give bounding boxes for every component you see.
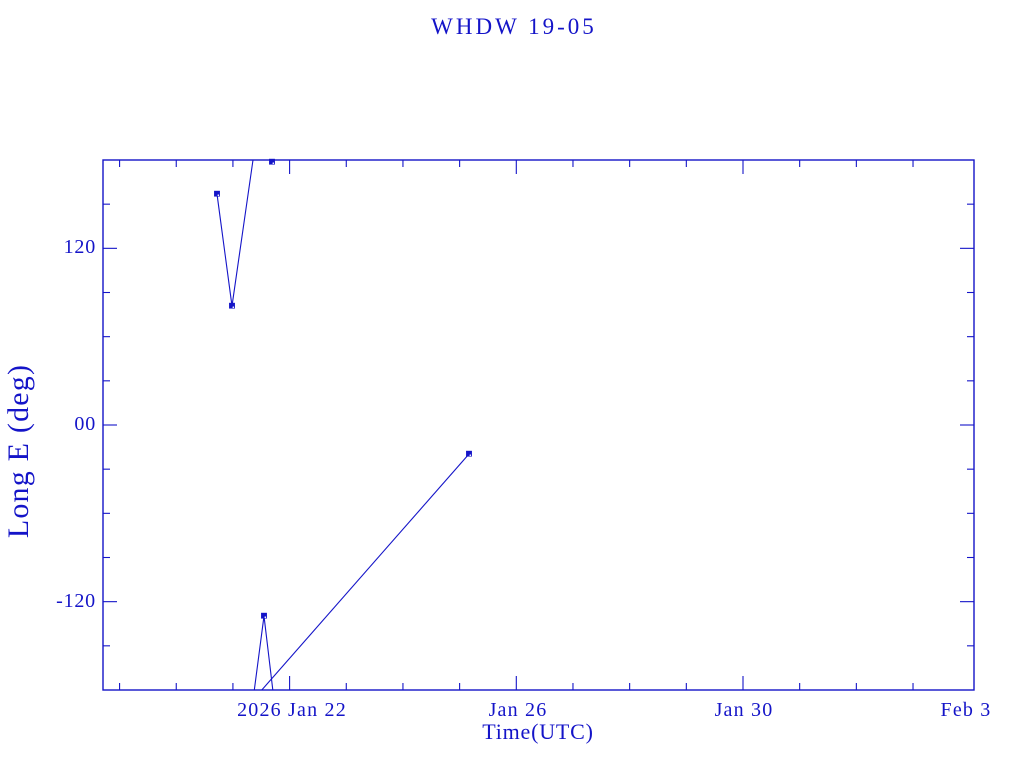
svg-text:Time(UTC): Time(UTC) bbox=[482, 719, 594, 744]
svg-text:120: 120 bbox=[64, 236, 96, 258]
svg-text:2026 Jan 22: 2026 Jan 22 bbox=[237, 699, 347, 721]
svg-text:Jan 30: Jan 30 bbox=[715, 699, 774, 721]
svg-text:Feb 3: Feb 3 bbox=[941, 699, 992, 721]
svg-text:Jan 26: Jan 26 bbox=[489, 699, 548, 721]
svg-text:00: 00 bbox=[74, 413, 96, 435]
svg-text:Long E (deg): Long E (deg) bbox=[2, 364, 35, 538]
svg-text:WHDW 19-05: WHDW 19-05 bbox=[431, 14, 597, 39]
svg-text:-120: -120 bbox=[56, 590, 96, 612]
